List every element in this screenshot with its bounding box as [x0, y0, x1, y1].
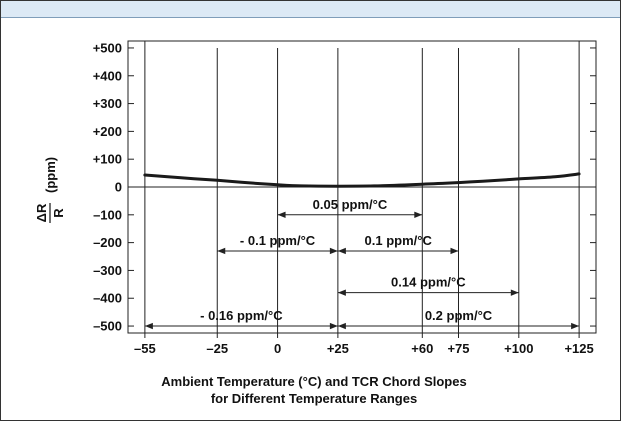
x-tick-label: +125 — [564, 341, 593, 356]
y-axis-title-bottom: R — [51, 208, 66, 218]
chord-arrowhead-left — [277, 211, 286, 219]
y-tick-label: +100 — [93, 152, 122, 167]
x-tick-label: +60 — [411, 341, 433, 356]
x-tick-label: –55 — [134, 341, 156, 356]
y-tick-label: –400 — [93, 291, 122, 306]
x-axis: –55 –25 0 +25 +60 +75 +100 +125 — [134, 333, 594, 356]
y-axis-title-unit: (ppm) — [43, 157, 58, 193]
chord-slope-label: 0.05 ppm/°C — [313, 197, 388, 212]
header-band — [1, 1, 620, 18]
x-tick-label: 0 — [274, 341, 281, 356]
x-tick-label: +100 — [504, 341, 533, 356]
chord-arrowhead-right — [510, 289, 519, 296]
y-axis-title-top: ΔR — [34, 203, 49, 222]
x-axis-title-line2: for Different Temperature Ranges — [211, 391, 417, 406]
chord-slope-annotations: 0.05 ppm/°C - 0.1 ppm/°C 0.1 ppm/°C 0.14 pp… — [144, 197, 580, 330]
chord-arrowhead-left — [337, 247, 346, 255]
chord-arrowhead-right — [329, 247, 338, 255]
y-axis: +500 +400 +300 +200 +100 0 –100 –200 –300 –400 –50… — [93, 40, 596, 334]
chord-slope-label: 0.1 ppm/°C — [365, 233, 433, 248]
chord-slope-label: - 0.1 ppm/°C — [240, 233, 316, 248]
chord-arrowhead-right — [450, 247, 459, 255]
y-tick-label: –100 — [93, 207, 122, 222]
chord-arrowhead-right — [329, 322, 338, 330]
chord-slope-label: - 0.16 ppm/°C — [200, 308, 283, 323]
reference-lines — [144, 41, 580, 333]
y-tick-label: –300 — [93, 263, 122, 278]
resistance-change-curve — [143, 172, 581, 188]
x-tick-label: +75 — [447, 341, 469, 356]
y-tick-label: +400 — [93, 68, 122, 83]
chord-slope-label: 0.14 ppm/°C — [391, 275, 466, 290]
x-tick-label: –25 — [206, 341, 228, 356]
y-axis-title: ΔR R (ppm) — [34, 157, 66, 223]
x-axis-title-line1: Ambient Temperature (°C) and TCR Chord S… — [161, 374, 466, 389]
y-tick-label: +500 — [93, 40, 122, 55]
chord-arrowhead-left — [337, 289, 346, 296]
y-tick-label: +200 — [93, 124, 122, 139]
y-tick-label: –500 — [93, 319, 122, 334]
chord-arrowhead-right — [414, 211, 423, 219]
x-tick-label: +25 — [327, 341, 349, 356]
y-tick-label: 0 — [115, 180, 122, 195]
chord-arrowhead-left — [144, 322, 153, 330]
chord-slope-label: 0.2 ppm/°C — [425, 308, 493, 323]
chord-arrowhead-left — [217, 247, 226, 255]
chord-arrowhead-right — [571, 322, 580, 330]
y-tick-label: +300 — [93, 96, 122, 111]
y-tick-label: –200 — [93, 235, 122, 250]
chord-arrowhead-left — [337, 322, 346, 330]
